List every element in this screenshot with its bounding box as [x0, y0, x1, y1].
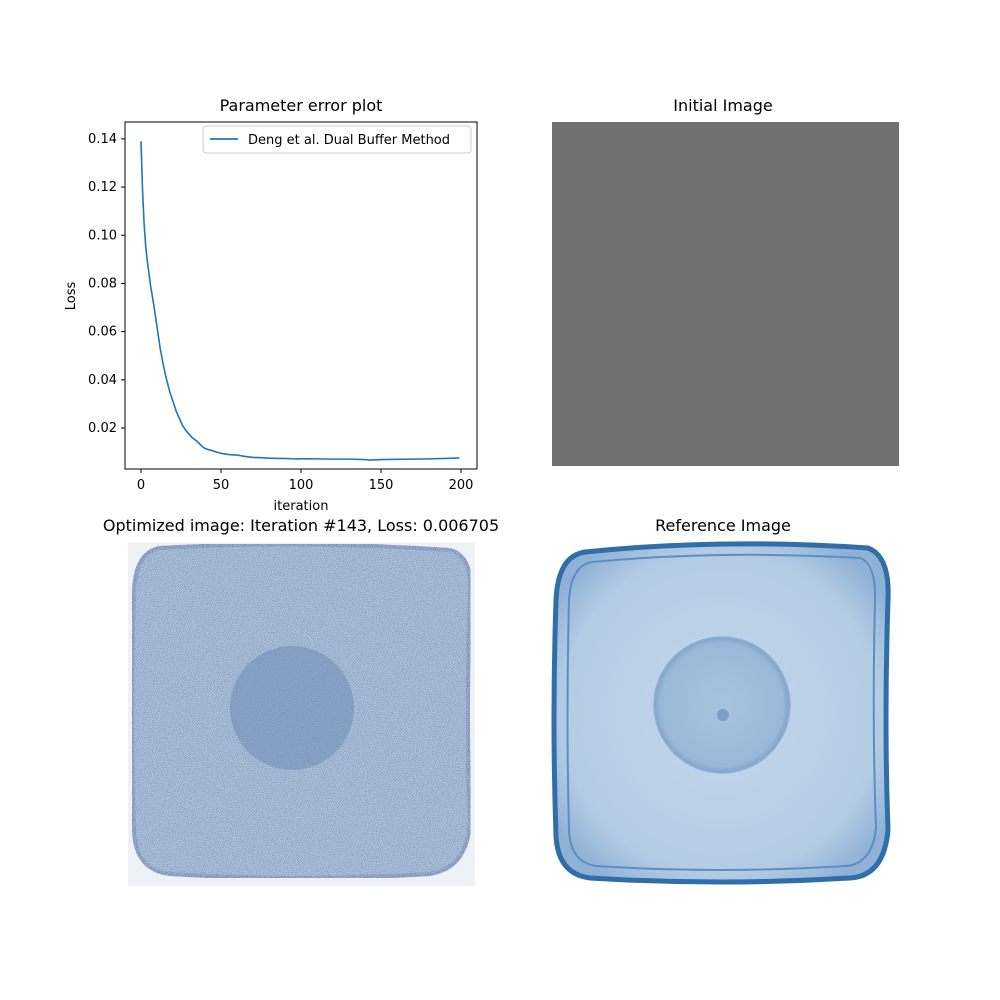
optimized-cap-center — [230, 646, 354, 770]
reference-cap-inner-rim — [566, 553, 878, 871]
x-axis-label: iteration — [274, 499, 329, 514]
series-line-deng-dual-buffer — [140, 141, 460, 461]
y-tick-label: 0.06 — [88, 325, 117, 340]
chart-title: Parameter error plot — [219, 96, 383, 115]
reference-image — [551, 541, 891, 885]
legend-entry: Deng et al. Dual Buffer Method — [248, 133, 450, 148]
optimized-image-title: Optimized image: Iteration #143, Loss: 0… — [102, 516, 500, 535]
optimized-image — [128, 542, 475, 886]
y-axis: 0.02 0.04 0.06 0.08 0.10 0.12 0.14 — [88, 132, 125, 436]
y-tick-label: 0.02 — [88, 421, 117, 436]
x-tick-label: 0 — [137, 478, 145, 493]
reference-cap-dimple — [717, 709, 729, 721]
y-tick-label: 0.08 — [88, 276, 117, 291]
x-tick-label: 50 — [213, 478, 230, 493]
y-tick-label: 0.04 — [88, 373, 117, 388]
initial-image-title: Initial Image — [673, 96, 773, 115]
y-axis-label: Loss — [64, 282, 79, 311]
x-tick-label: 200 — [449, 478, 474, 493]
x-axis: 0 50 100 150 200 — [137, 469, 474, 493]
y-tick-label: 0.12 — [88, 180, 117, 195]
x-tick-label: 150 — [369, 478, 394, 493]
plot-frame — [124, 121, 478, 470]
y-tick-label: 0.14 — [88, 132, 117, 147]
initial-image — [552, 122, 899, 466]
legend: Deng et al. Dual Buffer Method — [202, 125, 472, 154]
reference-cap-center — [653, 636, 791, 774]
y-tick-label: 0.10 — [88, 228, 117, 243]
reference-image-title: Reference Image — [655, 516, 791, 535]
legend-box — [202, 125, 472, 154]
x-tick-label: 100 — [289, 478, 314, 493]
